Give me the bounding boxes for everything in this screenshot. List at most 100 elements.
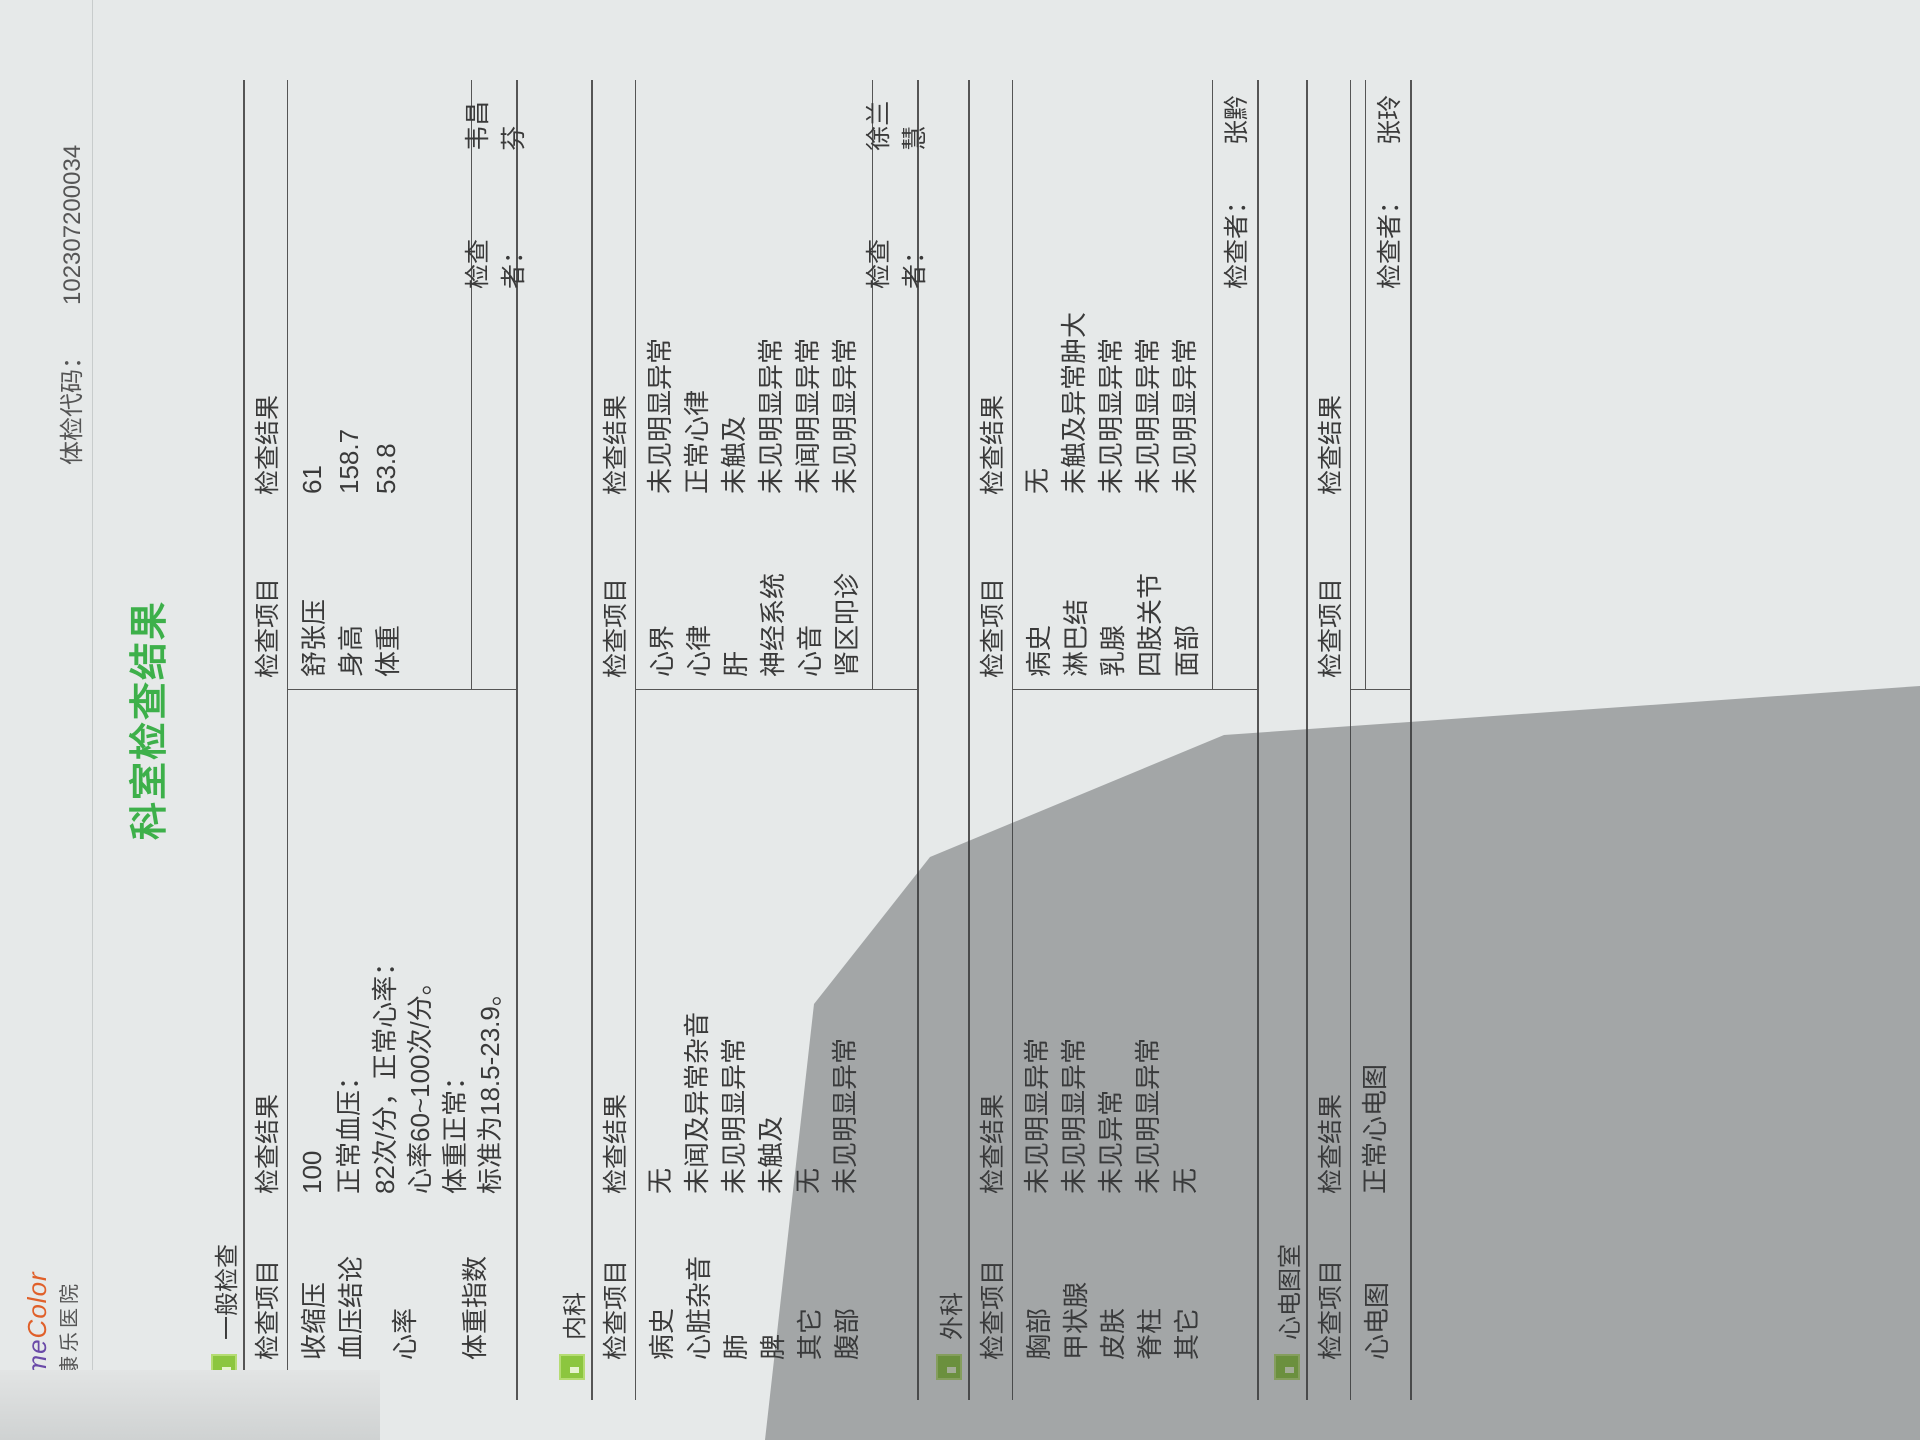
section-title: 心电图室 [1276,1244,1304,1340]
item-cell: 甲状腺 [1061,1281,1091,1360]
column-header: 检查结果 [979,1093,1007,1194]
table-row: 身高 158.7 [331,80,368,689]
table-row: 心脏杂音 未闻及异常杂音 [679,690,716,1400]
table-row: 面部 未见明显异常 [1167,80,1204,689]
result-cell: 158.7 [332,80,367,494]
hospital-name: 泰康乐医院 [59,1280,81,1400]
result-cell: 未见明显异常 [1131,80,1166,494]
result-cell: 体重正常： 标准为18.5-23.9。 [438,690,508,1194]
result-cell: 未见明显异常 [1057,690,1092,1194]
checker-row: 检查者： 韦昌芬 [464,80,528,689]
section-header: 外科 [930,80,968,1400]
section-1: 内科 检查项目 检查结果 检查项目 检查结果 病史无心脏杂音 未闻及异常杂音肺未见明显异常脾… [553,80,929,1400]
result-cell: 未见明显异常 [828,690,863,1194]
exam-code: 体检代码： 102307200034 [52,145,87,465]
checker-row: 检查者： 徐兰慧 [865,80,929,689]
right-rows [1351,80,1365,689]
item-cell: 胸部 [1024,1307,1054,1360]
item-cell: 四肢关节 [1135,572,1165,677]
item-cell: 肝 [721,650,751,677]
table-header-row: 检查项目 检查结果 检查项目 检查结果 [1308,80,1351,1400]
result-line: 无 [1022,467,1052,494]
right-half: 心界 未见明显异常 心律 正常心律肝 未触及 神经系统 未见明显异常 心音 未闻明显异常 肾区叩诊… [636,80,929,690]
result-line: 未见明显异常 [719,1037,749,1194]
result-line: 未闻明显异常 [793,337,823,494]
checker-label: 检查者： [464,238,528,289]
result-line: 82次/分，正常心率： [370,949,400,1194]
column-header: 检查结果 [1317,394,1345,495]
table-body: 病史无心脏杂音 未闻及异常杂音肺未见明显异常脾未触及 其它无腹部 未见明显异常 心界 未见… [636,80,929,1400]
table-row: 腹部 未见明显异常 [827,690,864,1400]
item-cell: 心电图 [1362,1281,1392,1360]
result-line: 未触及异常肿大 [1059,311,1089,494]
table-row: 胸部 未见明显异常 [1019,690,1056,1400]
result-cell: 未见明显异常 [1094,80,1129,494]
result-line: 未闻及异常杂音 [682,1011,712,1194]
item-cell: 舒张压 [299,598,329,677]
result-line: 未见明显异常 [645,337,675,494]
table-row: 心电图 正常心电图 [1357,690,1394,1400]
checker-name: 张玲 [1376,94,1404,145]
right-rows: 舒张压 61 身高 158.7 体重 53.8 [288,80,413,689]
table-row: 体重 53.8 [368,80,405,689]
table-row: 病史无 [1019,80,1056,689]
section-icon [1274,1354,1300,1380]
table-row: 淋巴结 未触及异常肿大 [1056,80,1093,689]
table-row: 肺未见明显异常 [716,690,753,1400]
table-row: 心音 未闻明显异常 [790,80,827,689]
hospital-logo: TimeColor 泰康乐医院 [22,1271,82,1400]
result-cell: 无 [1168,690,1203,1194]
result-cell: 正常心电图 [1358,690,1393,1194]
section-table: 检查项目 检查结果 检查项目 检查结果 病史无心脏杂音 未闻及异常杂音肺未见明显异常脾未触… [591,80,929,1400]
result-cell: 未见异常 [1094,690,1129,1194]
result-cell: 未见明显异常 [1020,690,1055,1194]
table-row: 心界 未见明显异常 [642,80,679,689]
item-cell: 血压结论 [336,1255,366,1360]
checker-label: 检查者： [1223,188,1251,289]
result-line: 心率60~100次/分。 [405,969,435,1194]
result-line: 未见明显异常 [1170,337,1200,494]
checker-row: 检查者： 张玲 [1365,80,1410,689]
section-icon [559,1354,585,1380]
result-line: 未见异常 [1096,1089,1126,1194]
result-line: 未见明显异常 [756,337,786,494]
table-row: 脊柱 未见明显异常 [1130,690,1167,1400]
table-body: 收缩压 100 血压结论 正常血压： 心率 82次/分，正常心率： 心率60~100次/分。… [288,80,528,1400]
column-header: 检查项目 [979,1259,1007,1360]
item-cell: 其它 [795,1307,825,1360]
section-icon [936,1354,962,1380]
section-title: 外科 [938,1292,966,1340]
checker-row: 检查者： 张黔 [1212,80,1257,689]
table-row: 肝未触及 [716,80,753,689]
column-header: 检查项目 [979,577,1007,678]
left-half: 心电图 正常心电图 [1351,690,1410,1400]
result-line: 正常心电图 [1360,1063,1390,1194]
result-cell: 100 [295,690,330,1194]
result-cell: 未闻及异常杂音 [680,690,715,1194]
result-line: 未见明显异常 [1133,1037,1163,1194]
item-cell: 心音 [795,624,825,677]
result-line: 未触及 [719,415,749,494]
result-cell: 未闻明显异常 [791,80,826,494]
table-row: 其它无 [790,690,827,1400]
result-cell: 未见明显异常 [717,690,752,1194]
section-title: 内科 [561,1292,589,1340]
column-header: 检查项目 [254,577,282,678]
column-header: 检查项目 [602,1259,630,1360]
column-header: 检查结果 [602,394,630,495]
result-cell: 无 [1020,80,1055,494]
table-row: 脾未触及 [753,690,790,1400]
result-cell: 未见明显异常 [754,80,789,494]
item-cell: 心脏杂音 [684,1255,714,1360]
item-cell: 淋巴结 [1061,598,1091,677]
result-line: 158.7 [334,428,364,494]
column-header: 检查结果 [979,394,1007,495]
left-half: 收缩压 100 血压结论 正常血压： 心率 82次/分，正常心率： 心率60~100次/分。… [288,690,516,1400]
item-cell: 肺 [721,1333,751,1360]
item-cell: 脾 [758,1333,788,1360]
table-row: 甲状腺 未见明显异常 [1056,690,1093,1400]
logo-text-a: Time [22,1338,52,1400]
result-cell: 正常心律 [680,80,715,494]
table-row: 其它无 [1167,690,1204,1400]
section-header: 心电图室 [1268,80,1306,1400]
